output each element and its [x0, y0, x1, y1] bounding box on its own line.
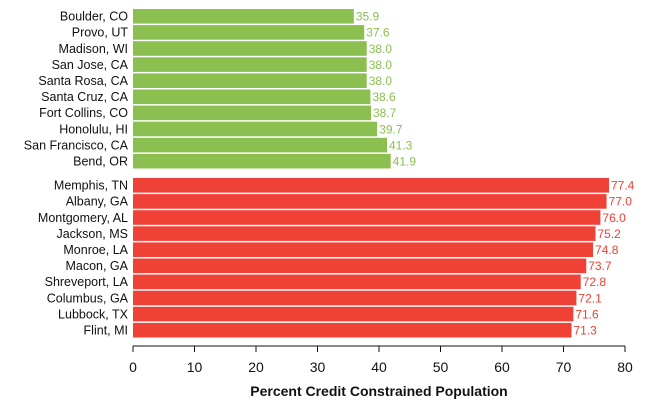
bar	[133, 194, 607, 209]
value-label: 38.0	[369, 58, 393, 72]
category-label: Lubbock, TX	[58, 307, 129, 321]
bar	[133, 306, 574, 322]
category-label: Flint, MI	[84, 324, 128, 338]
category-label: Albany, GA	[66, 195, 129, 209]
value-label: 41.9	[393, 155, 417, 169]
bars-layer: Boulder, CO 35.9 Provo, UT 37.6 Madison, WI 3…	[24, 9, 635, 338]
value-label: 71.3	[573, 324, 597, 338]
value-label: 41.3	[389, 138, 413, 152]
category-label: San Francisco, CA	[24, 138, 129, 152]
value-label: 38.0	[369, 74, 393, 88]
bar	[133, 89, 371, 105]
category-label: Columbus, GA	[47, 291, 129, 305]
category-label: Provo, UT	[72, 26, 129, 40]
x-tick-label: 30	[310, 359, 326, 375]
value-label: 72.1	[578, 291, 602, 305]
value-label: 73.7	[588, 259, 612, 273]
bar	[133, 121, 378, 137]
category-label: Montgomery, AL	[38, 211, 128, 225]
x-tick-label: 10	[187, 359, 203, 375]
value-label: 77.0	[609, 195, 633, 209]
x-tick-label: 0	[129, 359, 137, 375]
x-tick-label: 60	[494, 359, 510, 375]
value-label: 38.7	[373, 106, 397, 120]
bar	[133, 73, 367, 88]
bar	[133, 210, 601, 225]
value-label: 37.6	[366, 26, 390, 40]
value-label: 75.2	[597, 227, 621, 241]
value-label: 38.0	[369, 42, 393, 56]
bar	[133, 9, 354, 24]
bar	[133, 274, 581, 290]
bar	[133, 226, 596, 241]
x-tick-label: 70	[556, 359, 572, 375]
category-label: Macon, GA	[65, 259, 128, 273]
category-label: Fort Collins, CO	[39, 106, 128, 120]
bar	[133, 41, 367, 56]
category-label: Monroe, LA	[63, 243, 128, 257]
bar	[133, 322, 572, 338]
bar	[133, 57, 367, 72]
category-label: Bend, OR	[73, 155, 128, 169]
category-label: Santa Cruz, CA	[41, 90, 129, 104]
value-label: 76.0	[602, 211, 626, 225]
value-label: 71.6	[575, 307, 599, 321]
value-label: 77.4	[611, 179, 635, 193]
value-label: 38.6	[372, 90, 396, 104]
category-label: Shreveport, LA	[45, 275, 129, 289]
bar	[133, 25, 365, 40]
bar	[133, 105, 372, 121]
bar	[133, 178, 610, 193]
bar	[133, 290, 577, 306]
category-label: Jackson, MS	[56, 227, 128, 241]
bar	[133, 258, 587, 274]
category-label: Madison, WI	[59, 42, 128, 56]
x-tick-label: 20	[248, 359, 264, 375]
value-label: 72.8	[583, 275, 607, 289]
bar	[133, 242, 594, 257]
category-label: Boulder, CO	[60, 10, 128, 24]
value-label: 74.8	[595, 243, 619, 257]
x-tick-label: 80	[617, 359, 633, 375]
x-axis-title: Percent Credit Constrained Population	[250, 383, 507, 399]
category-label: Honolulu, HI	[59, 122, 128, 136]
bar	[133, 153, 391, 169]
x-axis: 0 10 20 30 40 50 60 70 80	[129, 345, 633, 375]
category-label: Santa Rosa, CA	[38, 74, 128, 88]
x-tick-label: 40	[371, 359, 387, 375]
value-label: 39.7	[379, 122, 403, 136]
x-tick-label: 50	[433, 359, 449, 375]
category-label: Memphis, TN	[54, 179, 128, 193]
bar	[133, 137, 387, 153]
category-label: San Jose, CA	[52, 58, 129, 72]
value-label: 35.9	[356, 10, 380, 24]
